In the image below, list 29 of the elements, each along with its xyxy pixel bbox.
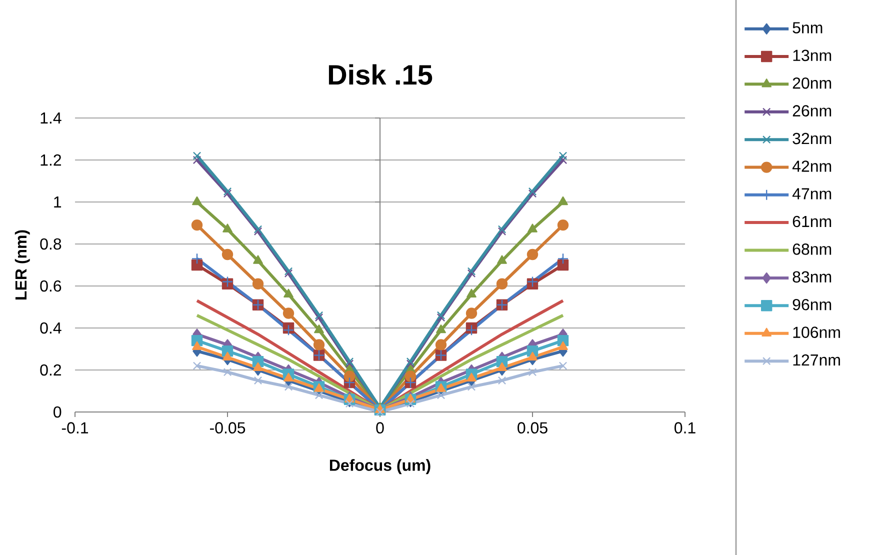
y-tick-label: 1.2 xyxy=(40,154,62,166)
legend-label: 61nm xyxy=(792,216,832,228)
legend-label: 83nm xyxy=(792,271,832,283)
x-tick-label: 0.1 xyxy=(674,422,696,434)
y-tick-label: 0.8 xyxy=(40,238,62,250)
legend-label: 127nm xyxy=(793,354,840,366)
legend-label: 5nm xyxy=(792,22,822,34)
x-tick-label: -0.1 xyxy=(62,422,88,434)
legend-label: 26nm xyxy=(792,105,832,116)
x-tick-label: -0.05 xyxy=(210,422,246,434)
legend-label: 96nm xyxy=(792,298,832,310)
legend-label: 68nm xyxy=(792,244,832,255)
legend-label: 20nm xyxy=(792,77,832,89)
legend-label: 42nm xyxy=(792,160,832,172)
y-tick-label: 0.6 xyxy=(40,280,62,292)
legend-label: 106nm xyxy=(793,326,840,338)
y-tick-label: 1 xyxy=(54,196,62,208)
x-axis-title: Defocus (um) xyxy=(330,459,430,474)
y-tick-label: 0 xyxy=(54,406,62,418)
x-tick-label: 0 xyxy=(376,422,384,434)
x-tick-label: 0.05 xyxy=(518,422,548,434)
legend-label: 47nm xyxy=(792,188,832,200)
y-tick-label: 1.4 xyxy=(40,112,62,124)
chart-title: Disk .15 xyxy=(328,64,432,85)
legend-label: 32nm xyxy=(792,132,832,144)
y-axis-title: LER (nm) xyxy=(14,230,30,300)
legend-label: 13nm xyxy=(793,50,832,62)
y-tick-label: 0.2 xyxy=(40,364,62,376)
y-tick-label: 0.4 xyxy=(40,322,62,334)
